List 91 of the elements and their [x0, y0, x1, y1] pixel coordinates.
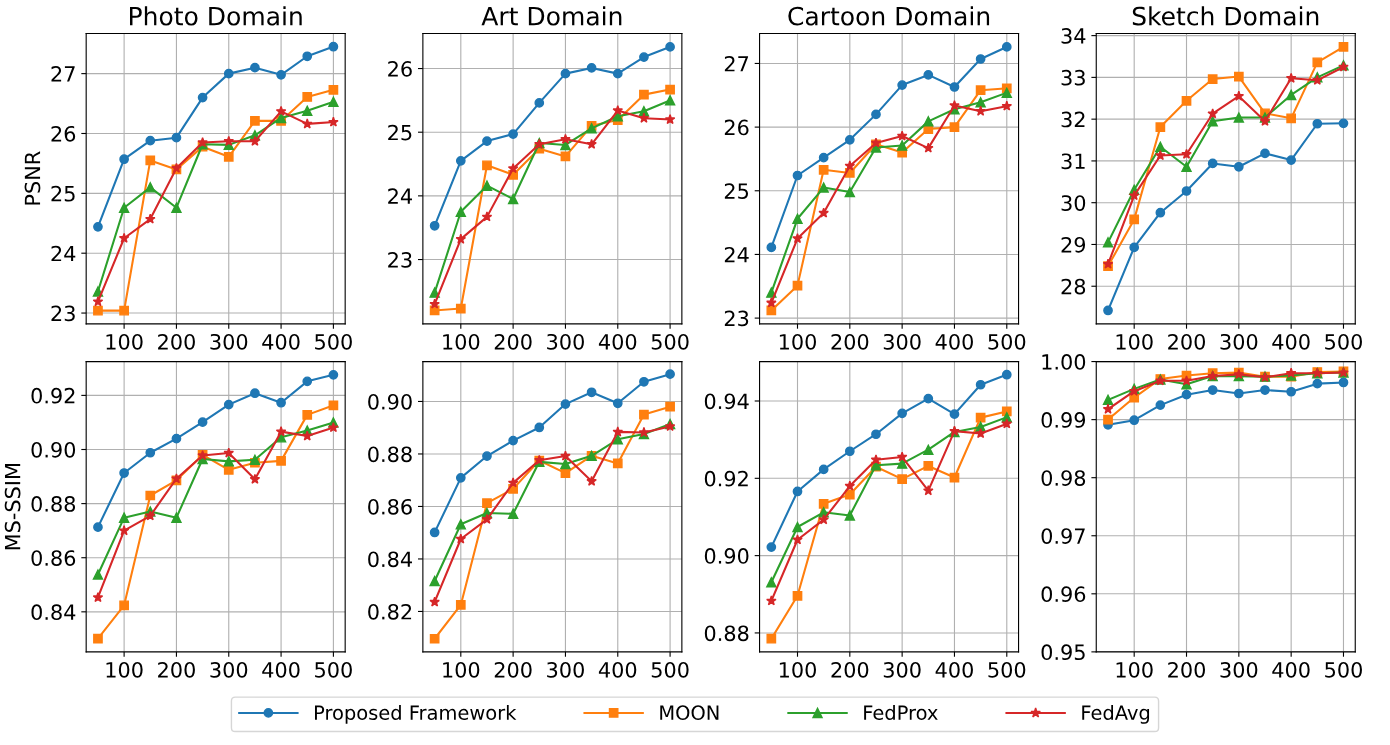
x-tick-label: 300: [883, 661, 921, 678]
chart-title: Sketch Domain: [1132, 6, 1319, 26]
x-tick-label: 100: [106, 333, 143, 350]
x-tick-label: 300: [1220, 661, 1258, 678]
x-tick-label: 200: [158, 661, 195, 678]
x-tick-label: 100: [106, 661, 143, 678]
x-tick-label: 400: [935, 661, 973, 678]
x-tick-label: 200: [494, 333, 532, 350]
y-tick-label: 0.90: [31, 441, 76, 458]
y-tick-label: 0.95: [1041, 644, 1085, 661]
x-tick-label: 400: [1272, 661, 1310, 678]
legend-label: FedProx: [864, 704, 938, 721]
x-tick-label: 300: [210, 661, 248, 678]
x-tick-label: 100: [443, 661, 480, 678]
x-tick-label: 400: [262, 333, 300, 350]
y-tick-label: 23: [388, 251, 412, 268]
y-tick-label: 0.90: [368, 393, 412, 410]
y-tick-label: 24: [724, 246, 749, 263]
x-tick-label: 500: [988, 661, 1026, 678]
y-tick-label: 1.00: [1042, 354, 1086, 370]
y-tick-label: 0.88: [368, 446, 412, 463]
x-tick-label: 200: [831, 661, 869, 678]
x-tick-label: 200: [831, 333, 869, 350]
y-tick-label: 0.96: [1041, 586, 1086, 603]
x-tick-label: 400: [598, 333, 637, 350]
x-tick-label: 100: [779, 333, 816, 350]
y-tick-label: 24: [51, 245, 76, 262]
x-tick-label: 100: [1116, 333, 1153, 350]
y-tick-label: 0.86: [31, 550, 76, 566]
y-tick-label: 32: [1061, 111, 1085, 128]
x-tick-label: 300: [883, 333, 921, 350]
y-tick-label: 0.84: [31, 604, 76, 621]
x-tick-label: 300: [547, 333, 584, 350]
x-tick-label: 500: [651, 333, 689, 350]
x-tick-label: 100: [1116, 661, 1153, 678]
legend-label: MOON: [660, 705, 719, 721]
y-tick-label: 33: [1061, 69, 1085, 86]
x-tick-label: 400: [1272, 333, 1310, 350]
chart-title: Photo Domain: [130, 6, 302, 26]
y-tick-label: 27: [51, 66, 75, 82]
y-tick-label: 27: [724, 55, 749, 72]
y-tick-label: 26: [388, 60, 412, 77]
x-tick-label: 500: [315, 333, 352, 350]
chart-title: Cartoon Domain: [788, 6, 990, 26]
y-tick-label: 26: [51, 125, 76, 142]
y-tick-label: 31: [1061, 153, 1085, 170]
x-tick-label: 200: [1168, 661, 1206, 678]
y-tick-label: 23: [724, 310, 749, 327]
x-tick-label: 100: [779, 661, 816, 678]
y-tick-label: 0.84: [368, 551, 412, 568]
y-tick-label: 34: [1061, 28, 1086, 44]
legend-label: Proposed Framework: [315, 704, 517, 724]
y-tick-label: 0.98: [1041, 470, 1086, 486]
x-tick-label: 300: [547, 661, 584, 678]
y-tick-label: 25: [724, 183, 749, 199]
y-tick-label: 0.92: [704, 470, 748, 487]
y-tick-label: 23: [51, 305, 75, 322]
x-tick-label: 100: [443, 333, 480, 350]
x-tick-label: 200: [1168, 333, 1206, 350]
x-tick-label: 300: [1220, 333, 1258, 350]
y-tick-label: 0.86: [368, 498, 412, 515]
y-tick-label: 0.88: [704, 625, 749, 642]
x-tick-label: 500: [315, 661, 352, 678]
y-tick-label: 0.82: [368, 603, 412, 620]
y-tick-label: 29: [1061, 236, 1086, 253]
y-tick-label: 25: [51, 185, 75, 202]
legend-label: FedAvg: [1082, 704, 1150, 724]
x-tick-label: 500: [1325, 661, 1362, 678]
x-tick-label: 300: [210, 333, 248, 350]
y-tick-label: 30: [1061, 195, 1086, 211]
x-tick-label: 400: [935, 333, 973, 350]
y-tick-label: 25: [388, 124, 412, 141]
chart-title: Art Domain: [481, 6, 622, 26]
y-tick-label: 0.99: [1041, 412, 1086, 428]
x-tick-label: 500: [651, 661, 689, 678]
x-tick-label: 500: [988, 333, 1026, 350]
y-tick-label: 24: [388, 188, 412, 204]
y-tick-label: 0.92: [31, 387, 75, 404]
y-tick-label: 0.97: [1041, 528, 1085, 544]
x-tick-label: 500: [1325, 333, 1362, 350]
x-tick-label: 400: [598, 661, 637, 678]
y-tick-label: 28: [1061, 278, 1086, 295]
y-tick-label: 26: [724, 119, 749, 136]
y-tick-label: 0.88: [31, 496, 76, 512]
y-axis-title: MS-SSIM: [4, 464, 21, 550]
y-axis-title: PSNR: [24, 151, 41, 205]
x-tick-label: 200: [494, 661, 532, 678]
y-tick-label: 0.90: [704, 548, 749, 564]
x-tick-label: 200: [158, 333, 195, 350]
x-tick-label: 400: [262, 661, 300, 678]
y-tick-label: 0.94: [704, 393, 749, 410]
